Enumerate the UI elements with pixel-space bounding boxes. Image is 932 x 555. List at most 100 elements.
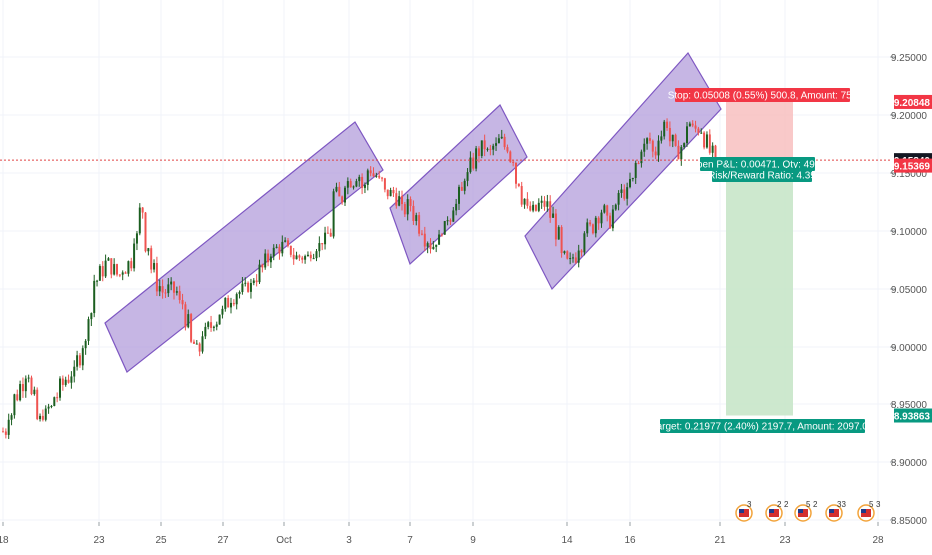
stop-label: Stop: 0.05008 (0.55%) 500.8, Amount: 750	[668, 88, 858, 102]
candle-body	[116, 264, 118, 275]
y-tick-label: 9.25000	[891, 53, 928, 64]
candle-body	[352, 186, 355, 188]
candle-body	[210, 322, 213, 328]
candle-body	[614, 204, 617, 210]
candle-body	[358, 176, 361, 182]
candle-body	[289, 245, 292, 255]
candle-body	[671, 134, 674, 142]
candle-body	[361, 176, 364, 188]
candle-body	[420, 233, 423, 235]
candle-body	[429, 243, 432, 250]
candle-body	[458, 186, 460, 204]
candle-body	[124, 272, 127, 274]
flag-icon-canton	[829, 509, 834, 513]
y-tick-label: 9.05000	[891, 285, 928, 296]
candle-body	[267, 253, 270, 263]
candle-body	[84, 340, 87, 349]
candle-body	[198, 343, 201, 352]
candle-body	[537, 202, 540, 211]
candle-body	[705, 134, 708, 148]
candle-body	[244, 282, 247, 284]
x-tick-label: Oct	[276, 535, 292, 546]
trend-channel-1[interactable]	[104, 121, 384, 373]
candle-body	[144, 212, 147, 252]
candle-body	[680, 147, 683, 160]
candle-body	[93, 280, 96, 314]
candle-body	[238, 292, 241, 295]
candle-body	[326, 232, 329, 234]
candle-body	[694, 125, 697, 129]
candle-body	[78, 355, 81, 366]
candle-body	[392, 190, 395, 194]
candle-body	[247, 282, 250, 292]
candle-body	[118, 274, 121, 276]
candle-body	[515, 162, 517, 184]
candle-body	[409, 199, 412, 206]
price-tag-label: 8.93863	[894, 412, 931, 423]
candle-body	[506, 147, 509, 152]
candle-body	[96, 280, 99, 282]
candle-body	[224, 297, 227, 309]
candle-body	[549, 201, 552, 218]
price-tag-entry: 9.15369	[894, 158, 932, 173]
time-axis: 18 23 25 27 Oct 3 7 9 14 16 21 23 28	[0, 522, 884, 546]
candle-body	[332, 191, 335, 237]
candle-body	[98, 266, 101, 281]
candle-body	[161, 286, 164, 293]
price-axis: 9.25000 9.20000 9.15000 9.10000 9.05000 9.000…	[890, 53, 932, 527]
candle-body	[30, 377, 33, 395]
candle-body	[617, 193, 620, 205]
candle-body	[341, 196, 344, 203]
candle-body	[569, 258, 572, 260]
candle-body	[2, 431, 4, 433]
trend-channel-3[interactable]	[524, 51, 722, 291]
candle-body	[677, 145, 680, 160]
pnl-label-bg	[700, 157, 815, 171]
event-badges[interactable]: 3 2 2 5 2 33 5 3	[735, 500, 881, 522]
pnl-label: Open P&L: 0.00471, Qty: 4992	[689, 157, 826, 171]
candle-body	[153, 263, 156, 270]
candle-body	[472, 157, 475, 169]
candle-body	[335, 186, 338, 192]
candle-body	[349, 181, 352, 188]
candle-body	[623, 189, 626, 199]
candle-body	[252, 280, 255, 283]
candle-body	[629, 179, 631, 188]
event-count: 33	[837, 500, 846, 509]
candle-body	[486, 148, 489, 150]
candle-body	[480, 140, 483, 156]
candle-body	[181, 300, 184, 305]
candle-body	[660, 136, 663, 141]
target-zone	[726, 165, 793, 416]
ratio-label-text: Risk/Reward Ratio: 4.39	[708, 171, 816, 182]
candle-body	[81, 348, 84, 366]
event-badge[interactable]: 3	[735, 500, 753, 522]
candle-body	[546, 201, 549, 207]
candle-body	[631, 177, 634, 180]
candle-body	[269, 256, 272, 263]
event-badge[interactable]: 33	[825, 500, 846, 522]
candle-body	[204, 326, 207, 337]
candle-body	[281, 241, 284, 254]
pnl-label-text: Open P&L: 0.00471, Qty: 4992	[689, 160, 826, 171]
candle-body	[44, 408, 47, 420]
candle-body	[611, 209, 614, 229]
candle-body	[187, 314, 190, 328]
candle-body	[147, 248, 150, 252]
x-tick-label: 3	[346, 535, 352, 546]
candle-body	[50, 405, 53, 407]
candle-body	[597, 217, 600, 224]
y-tick-label: 9.20000	[891, 111, 928, 122]
candle-body	[640, 151, 643, 164]
candle-body	[620, 189, 623, 194]
candle-body	[691, 123, 694, 126]
candle-body	[626, 187, 629, 199]
ratio-label: Risk/Reward Ratio: 4.39	[708, 168, 816, 182]
candle-body	[557, 227, 560, 240]
trend-channel-2[interactable]	[389, 104, 528, 266]
